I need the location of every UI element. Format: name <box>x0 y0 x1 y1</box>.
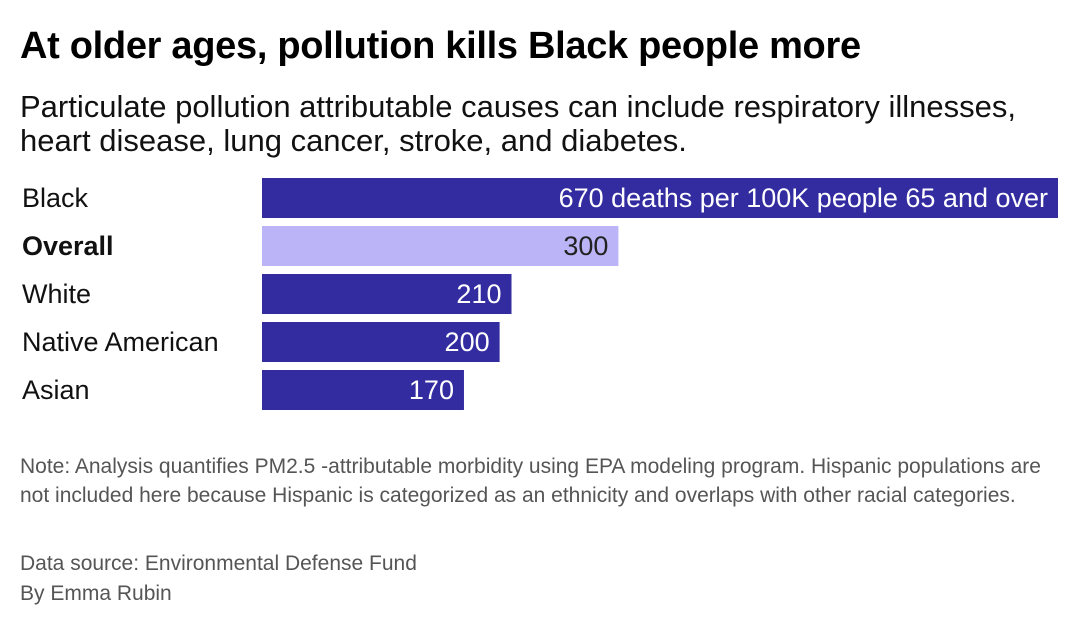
byline: By Emma Rubin <box>20 582 172 605</box>
category-label-native-american: Native American <box>22 327 219 357</box>
category-label-overall: Overall <box>22 231 114 261</box>
bar-chart-svg: Black 670 deaths per 100K people 65 and o… <box>22 178 1058 410</box>
category-label-black: Black <box>22 183 89 213</box>
bar-asian <box>262 370 464 410</box>
bar-overall <box>262 226 619 266</box>
chart-subtitle: Particulate pollution attributable cause… <box>20 89 1016 158</box>
chart-note: Note: Analysis quantifies PM2.5 -attribu… <box>20 455 1041 507</box>
category-label-white: White <box>22 279 91 309</box>
bar-white <box>262 274 512 314</box>
bar-native-american <box>262 322 500 362</box>
chart-title: At older ages, pollution kills Black peo… <box>20 25 861 67</box>
bar-chart: Black 670 deaths per 100K people 65 and o… <box>0 170 1080 420</box>
bar-black <box>262 178 1058 218</box>
category-label-asian: Asian <box>22 375 90 405</box>
value-label-white: 210 <box>456 279 501 309</box>
value-label-asian: 170 <box>409 375 454 405</box>
value-label-black: 670 deaths per 100K people 65 and over <box>559 183 1048 213</box>
data-source: Data source: Environmental Defense Fund <box>20 552 417 575</box>
value-label-overall: 300 <box>563 231 608 261</box>
value-label-native-american: 200 <box>445 327 490 357</box>
